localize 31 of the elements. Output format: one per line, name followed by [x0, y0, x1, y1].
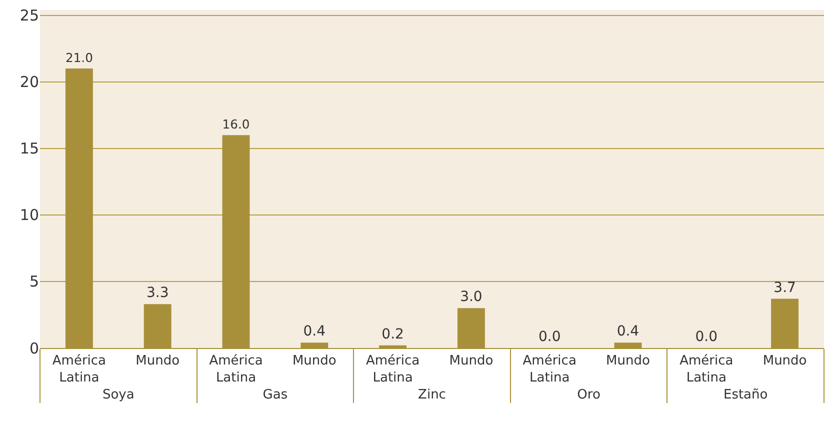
- x-tick-label: América Latina: [52, 354, 106, 386]
- data-label: 3.3: [146, 285, 169, 302]
- data-label: 3.0: [460, 289, 482, 306]
- x-tick-label: América Latina: [680, 354, 734, 386]
- data-label: 0.4: [616, 324, 640, 340]
- x-tick-label: Mundo: [606, 354, 650, 369]
- y-tick-label: 5: [29, 272, 39, 291]
- data-label: 21.0: [65, 51, 94, 66]
- x-tick-label: Mundo: [136, 354, 180, 369]
- y-tick-label: 10: [20, 206, 39, 224]
- x-tick-label: América Latina: [209, 354, 263, 386]
- x-tick-label: América Latina: [522, 354, 576, 386]
- text: Gas: [262, 388, 288, 402]
- y-tick-label: 0: [29, 339, 39, 358]
- data-label: 0.2: [382, 326, 404, 342]
- x-tick-label: América Latina: [366, 354, 420, 386]
- data-label: 16.0: [222, 118, 250, 132]
- text: Soya: [102, 388, 134, 402]
- x-tick-label: Mundo: [292, 354, 336, 369]
- text: Estaño: [723, 388, 768, 402]
- x-tick-label: Mundo: [449, 354, 494, 369]
- x-tick-label: Mundo: [762, 354, 807, 369]
- y-tick-label: 25: [20, 6, 39, 25]
- data-label: 0.0: [695, 329, 718, 345]
- text: Zinc: [418, 388, 446, 402]
- y-tick-label: 15: [20, 140, 39, 158]
- data-label: 3.7: [774, 280, 796, 296]
- data-label: 0.4: [303, 324, 326, 340]
- y-tick-label: 20: [20, 73, 39, 92]
- text: Oro: [577, 388, 600, 402]
- data-label: 0.0: [538, 329, 561, 345]
